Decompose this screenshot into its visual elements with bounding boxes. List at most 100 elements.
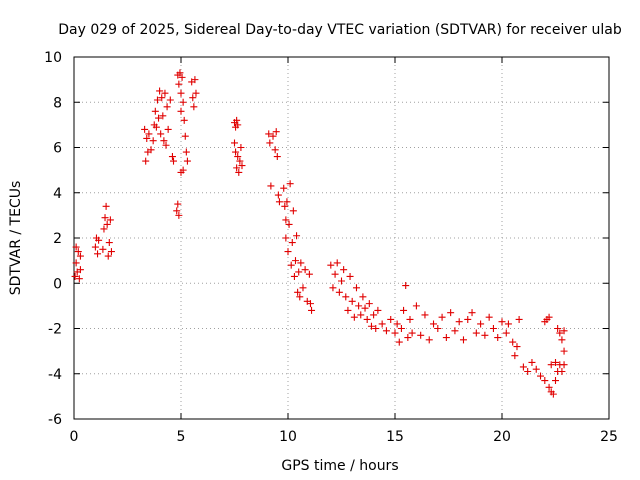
data-point (280, 184, 288, 192)
data-point (545, 313, 553, 321)
data-point (170, 157, 178, 165)
x-tick-label: 15 (386, 429, 404, 445)
y-tick-label: 10 (44, 50, 62, 66)
data-point (333, 259, 341, 267)
axis-ticks: 0 5 10 15 20 25 -6 -4 -2 0 2 4 6 8 10 (44, 50, 618, 445)
data-point (281, 202, 289, 210)
data-point (519, 363, 527, 371)
data-point (94, 250, 102, 258)
data-point (421, 311, 429, 319)
data-point (156, 87, 164, 95)
data-point (412, 302, 420, 310)
data-point (382, 327, 390, 335)
data-point (147, 146, 155, 154)
y-tick-label: -4 (48, 367, 62, 383)
data-point (393, 320, 401, 328)
data-point (237, 144, 245, 151)
data-point (430, 320, 438, 328)
data-point (545, 383, 553, 391)
data-point (235, 168, 243, 176)
data-point (417, 331, 425, 339)
data-point (275, 198, 283, 206)
data-point (513, 343, 521, 351)
data-point (537, 372, 545, 380)
data-point (295, 268, 303, 276)
y-tick-label: -6 (48, 412, 62, 428)
data-point (370, 311, 378, 319)
data-point (158, 94, 166, 102)
data-point (395, 338, 403, 346)
data-point (105, 239, 113, 247)
data-point (378, 320, 386, 328)
data-point (168, 153, 176, 161)
data-point (344, 306, 352, 314)
data-point (143, 134, 151, 142)
data-point (472, 329, 480, 337)
data-point (232, 148, 240, 156)
data-point (236, 157, 244, 165)
data-point (387, 315, 395, 323)
data-point (153, 96, 161, 104)
data-point (340, 266, 348, 274)
data-point (282, 234, 290, 242)
data-points (71, 69, 568, 398)
data-point (552, 358, 559, 366)
data-point (157, 130, 165, 138)
data-point (558, 367, 566, 375)
data-point (502, 329, 510, 337)
data-point (348, 297, 356, 305)
data-point (329, 284, 337, 292)
data-point (175, 80, 183, 88)
data-point (72, 243, 80, 251)
y-tick-label: 6 (53, 141, 62, 157)
data-point (182, 148, 190, 156)
data-point (101, 214, 109, 222)
data-point (365, 300, 373, 308)
data-point (75, 275, 83, 283)
data-point (271, 146, 279, 154)
data-point (71, 272, 79, 280)
data-point (404, 334, 412, 342)
data-point (560, 327, 568, 335)
data-point (346, 272, 354, 280)
data-point (142, 157, 150, 165)
data-point (477, 320, 485, 328)
data-point (350, 313, 358, 321)
data-point (367, 322, 375, 330)
data-point (359, 293, 367, 301)
data-point (233, 116, 241, 124)
data-point (176, 69, 184, 77)
data-point (179, 98, 187, 106)
data-point (231, 139, 238, 147)
x-tick-label: 5 (177, 429, 186, 445)
data-point (164, 125, 172, 133)
data-point (425, 336, 433, 344)
data-point (485, 313, 493, 321)
data-point (558, 336, 566, 344)
data-point (282, 216, 290, 224)
y-tick-label: 8 (53, 95, 62, 111)
data-point (266, 139, 274, 147)
data-point (102, 202, 110, 210)
data-point (327, 261, 335, 269)
y-tick-label: 2 (53, 231, 62, 247)
data-point (95, 236, 103, 244)
data-point (447, 309, 455, 317)
data-point (355, 302, 363, 310)
data-point (151, 107, 159, 115)
data-point (285, 220, 293, 228)
x-tick-label: 20 (493, 429, 511, 445)
data-point (374, 306, 382, 314)
data-point (455, 318, 463, 326)
data-point (331, 270, 339, 278)
data-point (152, 123, 160, 131)
data-point (528, 358, 536, 366)
y-tick-label: 0 (53, 276, 62, 292)
data-point (434, 325, 442, 332)
data-point (442, 334, 450, 342)
data-point (141, 125, 149, 133)
x-tick-label: 10 (279, 429, 297, 445)
data-point (234, 153, 242, 161)
data-point (160, 137, 168, 145)
data-point (406, 315, 414, 323)
